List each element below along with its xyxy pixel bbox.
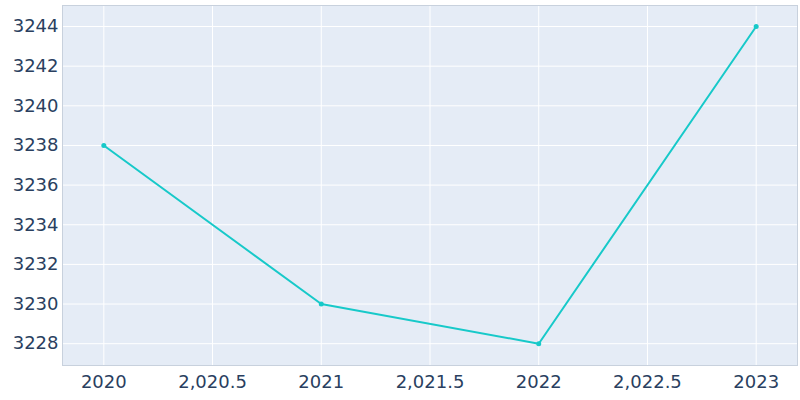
svg-text:2020: 2020: [81, 371, 127, 392]
svg-text:3242: 3242: [13, 55, 59, 76]
svg-text:3232: 3232: [13, 253, 59, 274]
svg-text:2022: 2022: [516, 371, 562, 392]
svg-text:3228: 3228: [13, 332, 59, 353]
svg-text:2,020.5: 2,020.5: [178, 371, 247, 392]
svg-text:3240: 3240: [13, 95, 59, 116]
svg-text:3244: 3244: [13, 15, 59, 36]
svg-text:2021: 2021: [298, 371, 344, 392]
svg-text:3236: 3236: [13, 174, 59, 195]
svg-text:2,021.5: 2,021.5: [396, 371, 465, 392]
svg-text:3238: 3238: [13, 134, 59, 155]
svg-text:2023: 2023: [733, 371, 779, 392]
svg-text:2,022.5: 2,022.5: [613, 371, 682, 392]
svg-text:3230: 3230: [13, 293, 59, 314]
svg-text:3234: 3234: [13, 214, 59, 235]
